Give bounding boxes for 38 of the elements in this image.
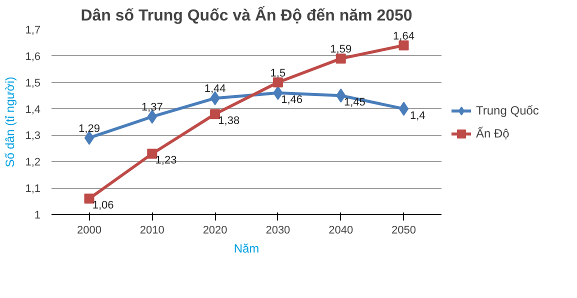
x-tick-label: 2020 [202, 224, 228, 236]
data-label: 1,44 [204, 83, 226, 96]
x-tick-label: 2010 [140, 224, 164, 236]
y-tick-label: 1,3 [25, 130, 41, 142]
point [84, 194, 94, 204]
data-label: 1,46 [281, 94, 303, 106]
y-tick-label: 1,1 [25, 183, 41, 196]
data-label: 1,45 [344, 96, 366, 109]
data-label: 1,59 [330, 44, 352, 56]
x-tick-label: 2050 [392, 224, 416, 236]
y-tick-label: 1,2 [25, 156, 41, 169]
x-tick-label: 2000 [77, 224, 102, 236]
data-label: 1,37 [141, 102, 163, 114]
chart-title: Dân số Trung Quốc và Ấn Độ đến năm 2050 [80, 6, 412, 24]
x-tick-label: 2040 [328, 224, 354, 236]
data-label: 1,29 [78, 122, 100, 135]
y-tick-label: 1,7 [25, 24, 41, 36]
point [147, 148, 158, 159]
data-label: 1,06 [92, 200, 114, 212]
data-label: 1,38 [218, 115, 240, 128]
x-axis-title: Năm [234, 242, 260, 256]
y-tick-label: 1 [34, 210, 41, 222]
point [210, 109, 220, 120]
legend-label: Trung Quốc [476, 103, 539, 117]
y-axis-title: Số dân (tỉ người) [3, 76, 18, 168]
data-label: 1,4 [410, 110, 426, 122]
point [336, 54, 346, 64]
y-tick-label: 1,5 [25, 77, 41, 90]
x-tick-label: 2030 [266, 224, 290, 236]
data-label: 1,5 [270, 67, 286, 80]
point [272, 77, 283, 88]
y-tick-label: 1,6 [25, 50, 41, 63]
data-label: 1,64 [393, 30, 414, 42]
data-label: 1,23 [155, 154, 177, 167]
point [398, 102, 409, 116]
legend-label: Ấn Độ [476, 126, 510, 140]
point [398, 40, 409, 50]
y-tick-label: 1,4 [25, 104, 41, 116]
